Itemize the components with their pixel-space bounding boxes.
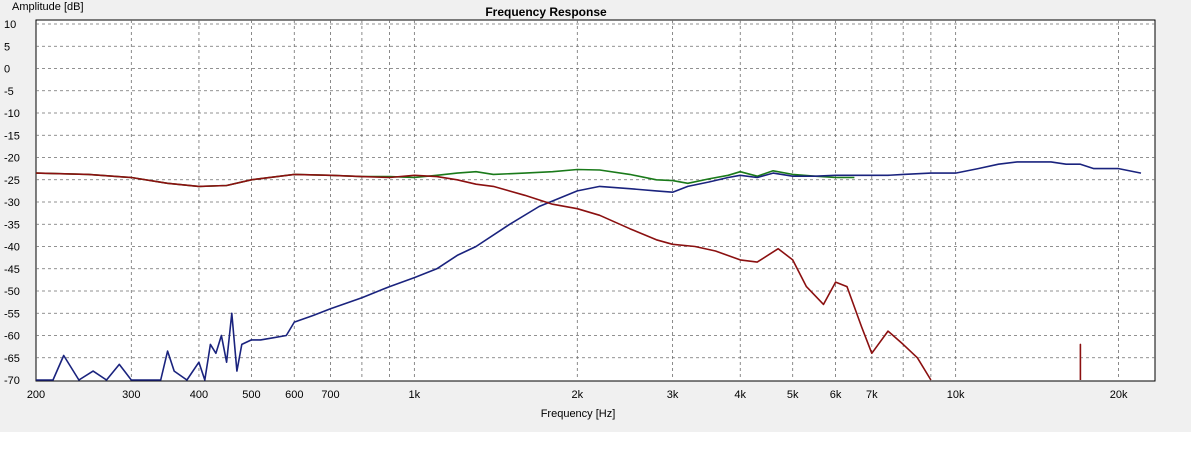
x-tick-label: 7k	[866, 389, 878, 401]
series-line-2	[36, 161, 1142, 381]
y-tick-label: -15	[4, 130, 20, 142]
y-tick-label: -5	[4, 86, 14, 98]
x-tick-label: 500	[242, 389, 260, 401]
y-tick-label: 0	[4, 64, 10, 76]
y-axis-label: Amplitude [dB]	[12, 1, 84, 13]
x-tick-label: 3k	[667, 389, 679, 401]
x-tick-label: 4k	[734, 389, 746, 401]
y-tick-label: 10	[4, 19, 16, 31]
chart-title: Frequency Response	[485, 5, 607, 19]
x-tick-label: 600	[285, 389, 303, 401]
y-tick-label: -65	[4, 353, 20, 365]
x-tick-label: 300	[122, 389, 140, 401]
x-tick-label: 20k	[1110, 389, 1128, 401]
x-axis-label: Frequency [Hz]	[541, 408, 616, 420]
y-tick-label: -60	[4, 331, 20, 343]
x-tick-label: 400	[190, 389, 208, 401]
x-tick-label: 200	[27, 389, 45, 401]
y-tick-label: -45	[4, 264, 20, 276]
x-tick-label: 1k	[409, 389, 421, 401]
y-tick-label: -25	[4, 175, 20, 187]
y-tick-label: -40	[4, 242, 20, 254]
y-tick-label: -35	[4, 219, 20, 231]
y-tick-label: -50	[4, 286, 20, 298]
y-tick-label: -70	[4, 375, 20, 387]
x-tick-label: 6k	[830, 389, 842, 401]
x-tick-label: 700	[321, 389, 339, 401]
plot-area	[35, 19, 1156, 382]
x-tick-label: 10k	[947, 389, 965, 401]
chart-window: 10 5 0 -5 -10 -15 -20 -25 -30 -35 -40 -45 -50 -55 -60 -…	[0, 0, 1191, 432]
frequency-response-chart: 10 5 0 -5 -10 -15 -20 -25 -30 -35 -40 -45 -50 -55 -60 -…	[4, 1, 1156, 420]
y-tick-label: 5	[4, 41, 10, 53]
y-tick-label: -10	[4, 108, 20, 120]
series-line-3	[35, 172, 932, 381]
x-tick-label: 5k	[787, 389, 799, 401]
y-tick-label: -20	[4, 153, 20, 165]
y-tick-label: -30	[4, 197, 20, 209]
x-tick-label: 2k	[571, 389, 583, 401]
y-tick-label: -55	[4, 308, 20, 320]
